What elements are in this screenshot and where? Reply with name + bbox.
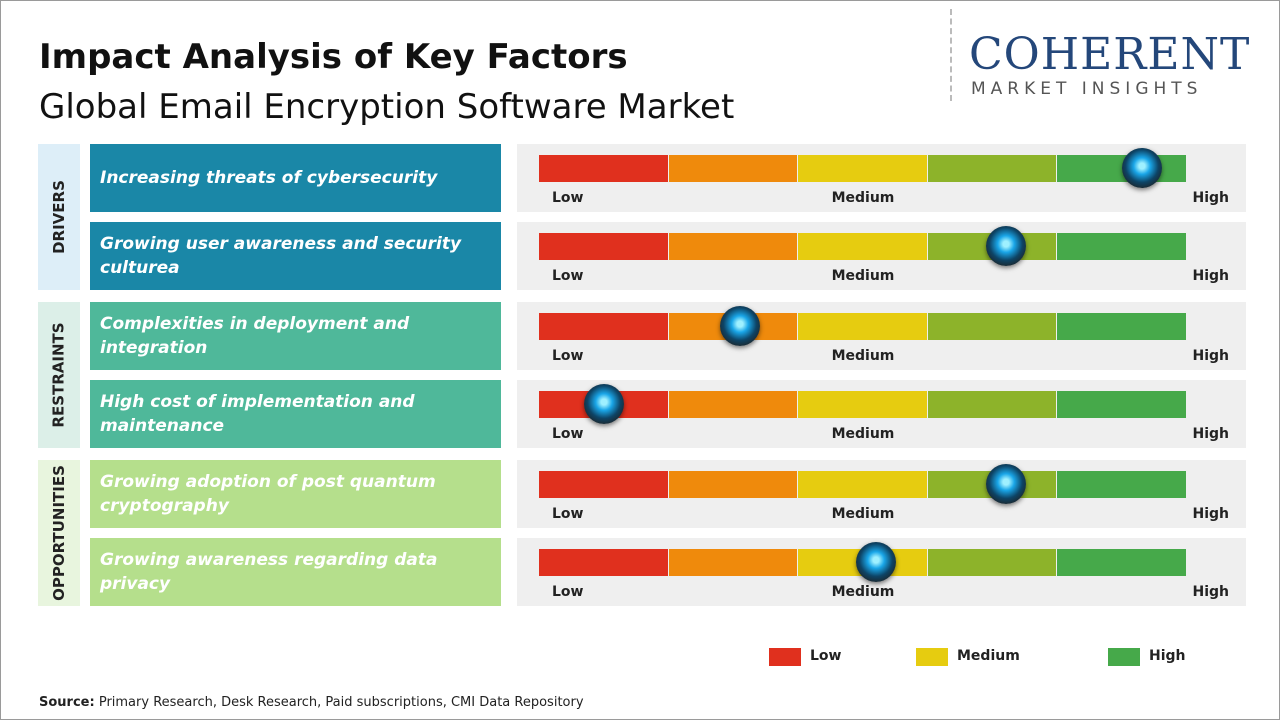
scale-segment bbox=[798, 233, 927, 260]
scale-segment bbox=[798, 155, 927, 182]
scale-segment bbox=[798, 391, 927, 418]
scale-segment bbox=[1057, 471, 1186, 498]
scale-segment bbox=[668, 471, 798, 498]
factor: Increasing threats of cybersecurity bbox=[90, 144, 501, 212]
group-label-text: DRIVERS bbox=[50, 180, 69, 254]
group-label: OPPORTUNITIES bbox=[38, 460, 80, 606]
scale-segment bbox=[539, 313, 668, 340]
scale-segment bbox=[668, 155, 798, 182]
subtitle: Global Email Encryption Software Market bbox=[39, 87, 735, 127]
scale-label: Medium bbox=[831, 426, 895, 442]
source-text: Primary Research, Desk Research, Paid su… bbox=[98, 695, 584, 710]
scale-label: Low bbox=[552, 506, 584, 522]
scale-segment bbox=[668, 549, 798, 576]
impact-knob bbox=[985, 226, 1026, 266]
scale-segment bbox=[539, 471, 668, 498]
scale-segment bbox=[668, 391, 798, 418]
logo-name: COHERENT bbox=[969, 29, 1251, 80]
scale-label: High bbox=[1192, 190, 1229, 206]
scale-segment bbox=[668, 233, 798, 260]
scale-label: Medium bbox=[831, 506, 895, 522]
scale-label: High bbox=[1192, 506, 1229, 522]
title: Impact Analysis of Key Factors bbox=[39, 37, 628, 77]
legend-label: Low bbox=[810, 648, 842, 664]
divider bbox=[950, 9, 952, 101]
scale-label: Medium bbox=[831, 268, 895, 284]
factor: Growing awareness regarding data privacy bbox=[90, 538, 501, 606]
scale-label: Low bbox=[552, 268, 584, 284]
impact-knob bbox=[985, 464, 1026, 504]
factor: High cost of implementation and maintena… bbox=[90, 380, 501, 448]
scale-segment bbox=[1057, 313, 1186, 340]
legend-label: Medium bbox=[957, 648, 1020, 664]
scale-label: Low bbox=[552, 348, 584, 364]
scale-segment bbox=[927, 313, 1057, 340]
scale-segment bbox=[798, 471, 927, 498]
source-label: Source: bbox=[39, 695, 95, 710]
scale-label: Medium bbox=[831, 584, 895, 600]
scale-label: High bbox=[1192, 348, 1229, 364]
legend-swatch bbox=[1108, 648, 1140, 666]
logo-tagline: MARKET INSIGHTS bbox=[971, 79, 1203, 99]
legend-label: High bbox=[1149, 648, 1186, 664]
scale-segment bbox=[798, 313, 927, 340]
impact-knob bbox=[855, 542, 896, 582]
scale-label: Medium bbox=[831, 348, 895, 364]
group-label-text: OPPORTUNITIES bbox=[50, 465, 68, 601]
legend-swatch bbox=[769, 648, 801, 666]
impact-knob bbox=[583, 384, 624, 424]
scale-segment bbox=[927, 549, 1057, 576]
impact-knob bbox=[719, 306, 760, 346]
factor: Complexities in deployment and integrati… bbox=[90, 302, 501, 370]
scale-label: Medium bbox=[831, 190, 895, 206]
scale-label: High bbox=[1192, 584, 1229, 600]
scale-segment bbox=[539, 155, 668, 182]
scale-segment bbox=[1057, 549, 1186, 576]
scale-label: Low bbox=[552, 190, 584, 206]
group-label: DRIVERS bbox=[38, 144, 80, 290]
group-label-text: RESTRAINTS bbox=[50, 322, 69, 428]
scale-segment bbox=[927, 391, 1057, 418]
scale-segment bbox=[1057, 391, 1186, 418]
source: Source: Primary Research, Desk Research,… bbox=[39, 695, 584, 710]
scale-segment bbox=[539, 549, 668, 576]
factor: Growing adoption of post quantum cryptog… bbox=[90, 460, 501, 528]
group-label: RESTRAINTS bbox=[38, 302, 80, 448]
scale-segment bbox=[1057, 233, 1186, 260]
scale-segment bbox=[927, 155, 1057, 182]
factor: Growing user awareness and security cult… bbox=[90, 222, 501, 290]
scale-label: High bbox=[1192, 268, 1229, 284]
scale-label: High bbox=[1192, 426, 1229, 442]
impact-knob bbox=[1121, 148, 1162, 188]
scale-label: Low bbox=[552, 584, 584, 600]
scale-label: Low bbox=[552, 426, 584, 442]
scale-segment bbox=[539, 233, 668, 260]
legend-swatch bbox=[916, 648, 948, 666]
